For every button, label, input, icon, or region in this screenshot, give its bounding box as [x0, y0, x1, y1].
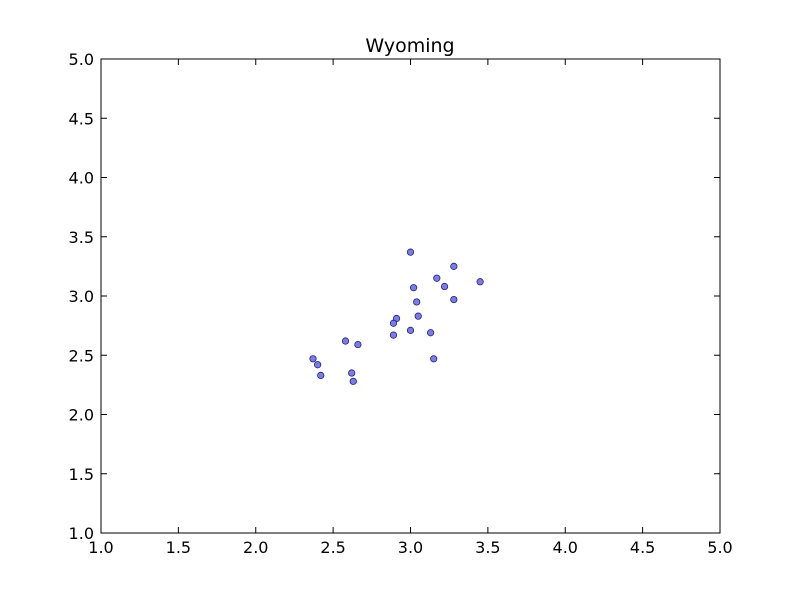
x-tick-label: 2.5 [320, 538, 345, 557]
x-axis-tick-labels: 1.0 1.5 2.0 2.5 3.0 3.5 4.0 4.5 5.0 [88, 538, 732, 557]
data-point [317, 371, 325, 379]
data-point [348, 369, 356, 377]
data-point [389, 319, 398, 327]
data-point [430, 355, 438, 363]
y-tick-label: 3.0 [69, 287, 94, 306]
data-point [413, 298, 421, 306]
x-tick-label: 1.5 [166, 538, 191, 557]
data-point [309, 355, 317, 363]
data-point [414, 312, 422, 320]
data-point [314, 361, 322, 369]
data-point [341, 337, 350, 345]
data-point [406, 326, 415, 334]
data-point [433, 274, 441, 282]
y-tick-label: 3.5 [69, 228, 94, 247]
data-point [389, 331, 398, 339]
x-tick-label: 5.0 [707, 538, 732, 557]
data-point [354, 340, 362, 349]
y-tick-label: 2.0 [69, 406, 94, 425]
data-point [349, 377, 357, 385]
scatter-points [309, 248, 484, 385]
data-point [409, 284, 418, 292]
y-tick-label: 2.5 [69, 346, 94, 365]
y-axis-tick-labels: 1.0 1.5 2.0 2.5 3.0 3.5 4.0 4.5 5.0 [69, 50, 94, 543]
x-tick-label: 4.0 [553, 538, 578, 557]
x-tick-label: 1.0 [88, 538, 113, 557]
x-tick-label: 2.0 [243, 538, 268, 557]
y-tick-label: 4.5 [69, 109, 94, 128]
y-tick-label: 1.5 [69, 465, 94, 484]
y-tick-label: 5.0 [69, 50, 94, 69]
data-point [476, 278, 484, 286]
y-tick-label: 1.0 [69, 524, 94, 543]
data-point [406, 248, 415, 256]
x-tick-label: 4.5 [630, 538, 655, 557]
data-point [427, 329, 435, 337]
x-tick-label: 3.5 [475, 538, 500, 557]
data-point [450, 295, 458, 304]
data-point [440, 282, 449, 291]
y-tick-label: 4.0 [69, 169, 94, 188]
axis-ticks [100, 58, 721, 534]
x-tick-label: 3.0 [398, 538, 423, 557]
plot-area-frame [100, 58, 721, 534]
data-point [450, 262, 458, 270]
chart-title: Wyoming [365, 35, 454, 57]
